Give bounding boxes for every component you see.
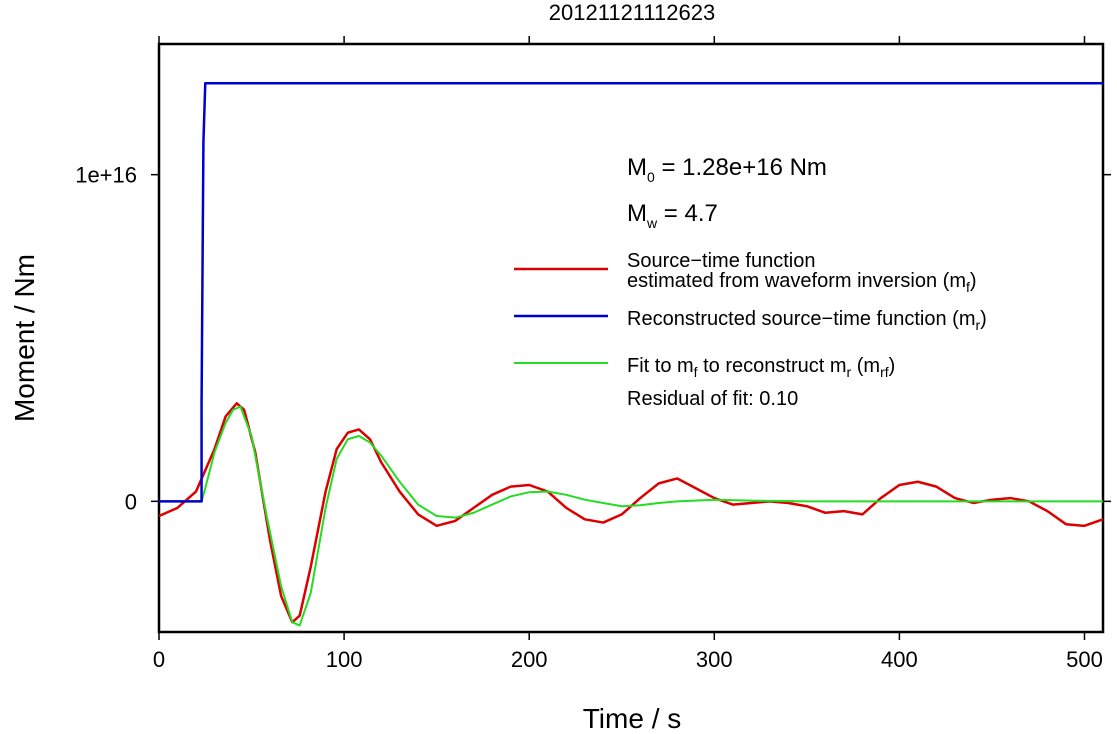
y-axis-label: Moment / Nm [9, 254, 40, 422]
legend-label-blue: Reconstructed source−time function (mr) [627, 308, 987, 333]
m0-annotation: M0 = 1.28e+16 Nm [627, 154, 827, 185]
y-axis-ticks: 0 1e+16 [75, 163, 1111, 514]
x-tick-label: 300 [696, 647, 733, 672]
mw-annotation: Mw = 4.7 [627, 200, 718, 231]
legend: Source−time function estimated from wave… [514, 250, 987, 410]
x-tick-label: 400 [881, 647, 918, 672]
legend-label-red-2: estimated from waveform inversion (mf) [627, 270, 977, 295]
series-line-fit [159, 405, 1103, 627]
series-line-reconstructed [159, 81, 1103, 503]
legend-label-green: Fit to mf to reconstruct mr (mrf) [627, 355, 895, 380]
residual-annotation: Residual of fit: 0.10 [627, 388, 798, 410]
series-line-estimated [158, 402, 1104, 624]
y-tick-label: 0 [125, 489, 137, 514]
y-tick-label: 1e+16 [75, 163, 137, 188]
chart-title: 20121121112623 [549, 0, 715, 25]
x-axis-ticks: 0 100 200 300 400 500 [153, 36, 1103, 672]
x-axis-label: Time / s [583, 703, 682, 734]
x-tick-label: 500 [1066, 647, 1103, 672]
series-layer [158, 81, 1104, 627]
x-tick-label: 0 [153, 647, 165, 672]
x-tick-label: 200 [511, 647, 548, 672]
legend-label-red-1: Source−time function [627, 250, 815, 272]
x-tick-label: 100 [326, 647, 363, 672]
plot-frame [157, 42, 1105, 634]
